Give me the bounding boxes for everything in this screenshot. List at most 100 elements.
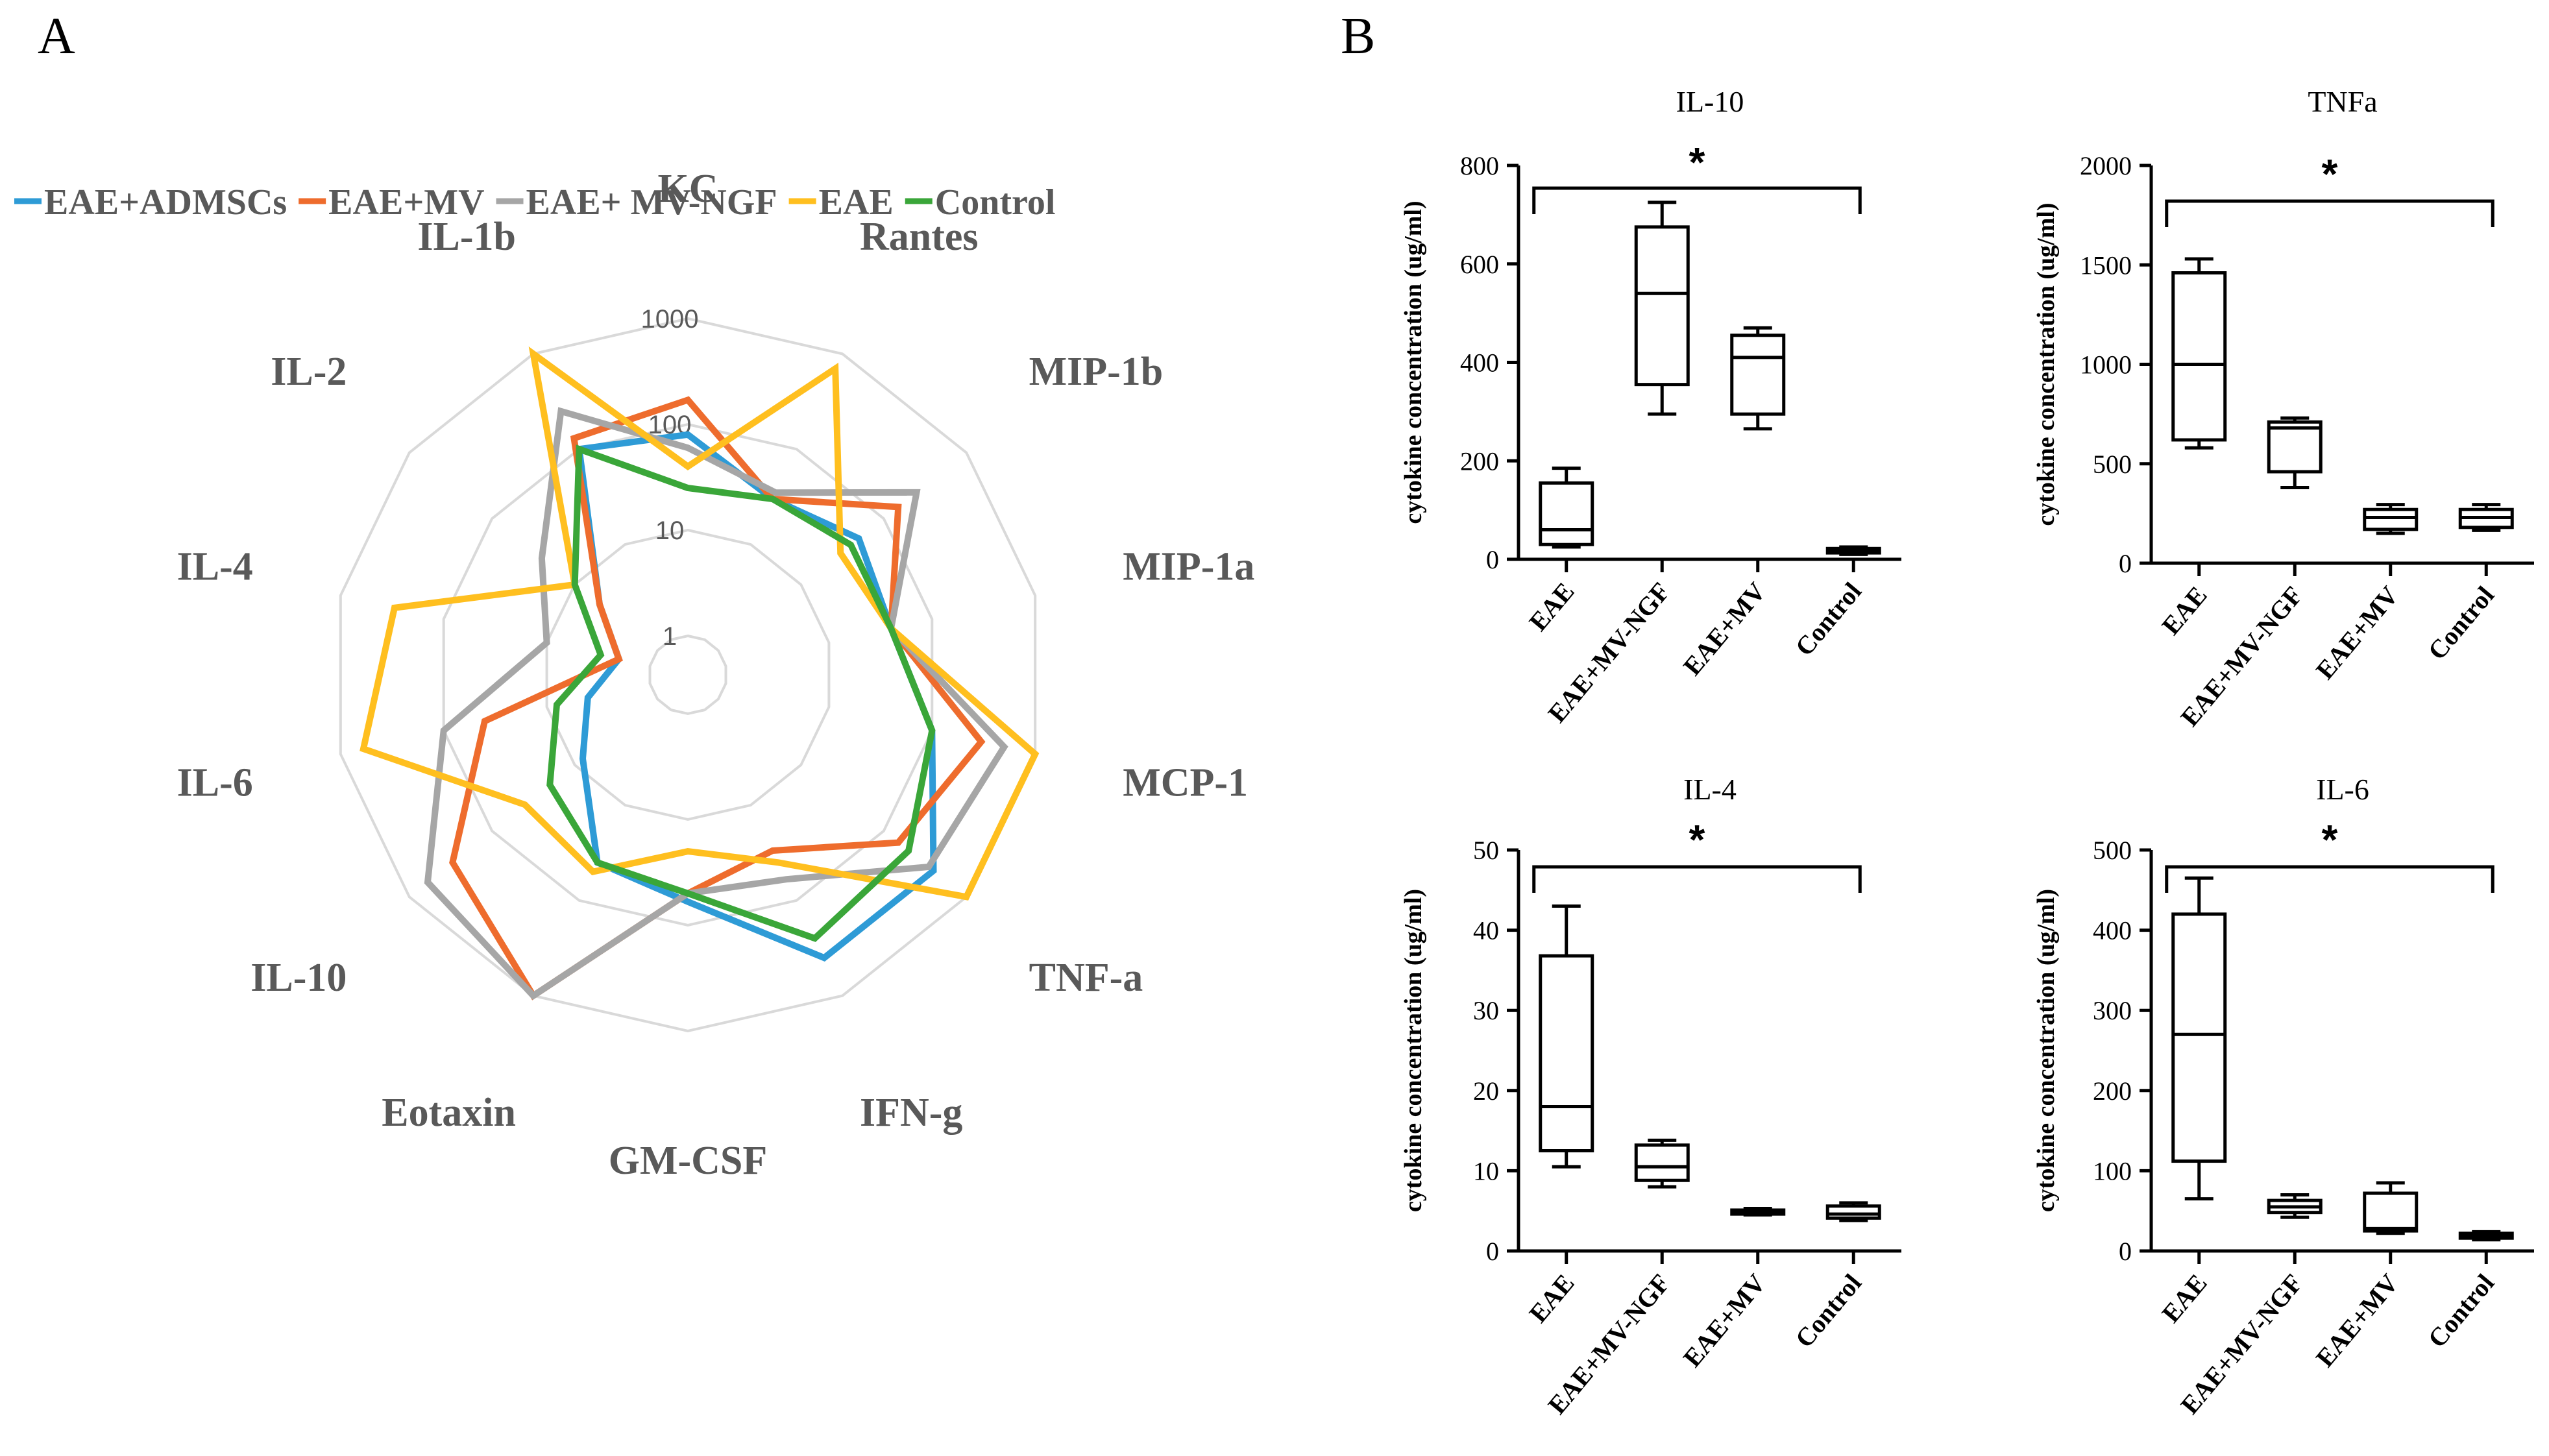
significance-star: * (1689, 816, 1705, 863)
box-eae-mv-ngf (1634, 200, 1690, 416)
panel-letter-b: B (1341, 8, 1375, 65)
legend-label-eae-mv-ngf: EAE+ MV-NGF (526, 182, 777, 223)
x-tick-label-control: Control (2422, 1268, 2500, 1353)
box-eae (2171, 257, 2227, 450)
box-eae (2171, 876, 2227, 1201)
box-eae-mv-ngf (2267, 416, 2323, 490)
box-plot-title: IL-10 (1676, 85, 1744, 118)
y-tick-label: 0 (2119, 549, 2132, 578)
box-control (2458, 1230, 2514, 1242)
legend-label-eae-admscs: EAE+ADMSCs (44, 182, 287, 223)
radar-axis-label-eotaxin: Eotaxin (382, 1091, 516, 1135)
y-tick-label: 500 (2093, 836, 2132, 865)
y-tick-label: 500 (2093, 450, 2132, 479)
box-eae-mv-ngf (2267, 1193, 2323, 1219)
y-tick-label: 0 (1486, 1237, 1499, 1266)
y-tick-label: 50 (1473, 836, 1499, 865)
radar-legend: EAE+ADMSCs EAE+MV EAE+ MV-NGF EAE Control (14, 182, 1055, 223)
significance-bracket (1532, 865, 1862, 893)
x-tick-label-eae: EAE (2156, 1268, 2212, 1328)
radar-chart: 1101001000KCRantesMIP-1bMIP-1aMCP-1TNF-a… (177, 167, 1255, 1183)
y-tick-label: 200 (1460, 446, 1499, 476)
radar-series-eae-mv-ngf (424, 407, 1008, 1001)
significance-star: * (2322, 151, 2338, 197)
radar-axis-label-tnf-a: TNF-a (1029, 956, 1143, 1000)
box-plot-title: IL-6 (2316, 773, 2369, 806)
box-iqr (1634, 225, 1690, 387)
significance-bracket (2165, 199, 2494, 227)
legend-label-control: Control (935, 182, 1056, 223)
box-eae-mv (2363, 1181, 2419, 1235)
significance-star: * (2322, 816, 2338, 863)
y-tick-label: 2000 (2080, 151, 2132, 180)
box-plot-il6: IL-6 0 100 200 300 400 500 cytokine concentrati… (2032, 773, 2534, 1420)
radar-axis-label-mip-1b: MIP-1b (1029, 350, 1164, 394)
radar-axis-label-il-1b: IL-1b (417, 215, 516, 259)
y-tick-label: 30 (1473, 996, 1499, 1025)
legend-label-eae: EAE (819, 182, 894, 223)
box-control (1825, 545, 1881, 556)
box-plot-il10: IL-10 0 200 400 600 800 cytokine concentration… (1400, 85, 1901, 728)
x-tick-label-eae: EAE (2156, 581, 2212, 640)
radar-axis-label-kc: KC (658, 167, 718, 211)
significance-bracket (2165, 865, 2494, 893)
significance-bracket (1532, 186, 1862, 214)
y-tick-label: 40 (1473, 916, 1499, 945)
box-iqr (1634, 1143, 1690, 1182)
radar-series-eae (360, 346, 1040, 901)
y-axis-label: cytokine concentration (ug/ml) (1400, 889, 1427, 1212)
radar-ring-label: 10 (655, 516, 685, 545)
x-tick-label-control: Control (1789, 577, 1867, 662)
y-tick-label: 300 (2093, 996, 2132, 1025)
radar-series-control (546, 444, 936, 942)
radar-axis-label-gm-csf: GM-CSF (609, 1139, 768, 1183)
box-iqr (2363, 1191, 2419, 1233)
box-eae-mv (1730, 326, 1786, 431)
box-iqr (1825, 1204, 1881, 1220)
box-plot-tnfa: TNFa 0 500 1000 1500 2000 cytokine concentrati… (2032, 85, 2534, 732)
radar-axis-label-mcp-1: MCP-1 (1123, 761, 1248, 805)
panel-letter-a: A (38, 8, 75, 65)
box-iqr (1730, 334, 1786, 416)
y-tick-label: 0 (2119, 1237, 2132, 1266)
box-control (2458, 503, 2514, 532)
radar-axis-label-il-6: IL-6 (177, 761, 253, 805)
legend-label-eae-mv: EAE+MV (328, 182, 484, 223)
box-control (1825, 1201, 1881, 1222)
y-tick-label: 800 (1460, 151, 1499, 180)
x-tick-label-eae-mv: EAE+MV (1677, 577, 1772, 681)
y-tick-label: 600 (1460, 250, 1499, 279)
box-iqr (2171, 271, 2227, 442)
box-plot-il4: IL-4 0 10 20 30 40 50 cytokine concentration (u… (1400, 773, 1901, 1420)
radar-axis-label-il-10: IL-10 (250, 956, 347, 1000)
y-tick-label: 1000 (2080, 350, 2132, 380)
box-eae (1539, 467, 1594, 549)
y-tick-label: 100 (2093, 1156, 2132, 1185)
radar-ring-label: 1000 (641, 305, 699, 334)
radar-axis-label-mip-1a: MIP-1a (1123, 544, 1254, 588)
radar-grid-ring (339, 317, 1037, 1033)
x-tick-label-control: Control (1789, 1268, 1867, 1353)
y-tick-label: 1500 (2080, 250, 2132, 280)
radar-grid-ring (545, 528, 831, 821)
radar-axis-label-il-2: IL-2 (271, 350, 347, 394)
y-tick-label: 400 (1460, 348, 1499, 378)
x-tick-label-eae-mv: EAE+MV (2310, 581, 2404, 685)
y-axis-label: cytokine concentration (ug/ml) (2032, 202, 2060, 526)
x-tick-label-control: Control (2422, 581, 2500, 666)
y-tick-label: 400 (2093, 916, 2132, 945)
y-axis-label: cytokine concentration (ug/ml) (1400, 200, 1427, 524)
x-tick-label-eae: EAE (1523, 1268, 1579, 1328)
y-tick-label: 10 (1473, 1156, 1499, 1185)
y-axis-label: cytokine concentration (ug/ml) (2032, 889, 2060, 1212)
y-tick-label: 20 (1473, 1076, 1499, 1106)
radar-ring-label: 1 (663, 622, 677, 651)
box-eae-mv-ngf (1634, 1138, 1690, 1189)
box-plot-title: TNFa (2308, 85, 2377, 118)
box-iqr (1539, 954, 1594, 1152)
box-iqr (1539, 481, 1594, 546)
radar-axis-label-il-4: IL-4 (177, 544, 253, 588)
box-eae (1539, 904, 1594, 1169)
box-plot-title: IL-4 (1683, 773, 1737, 806)
